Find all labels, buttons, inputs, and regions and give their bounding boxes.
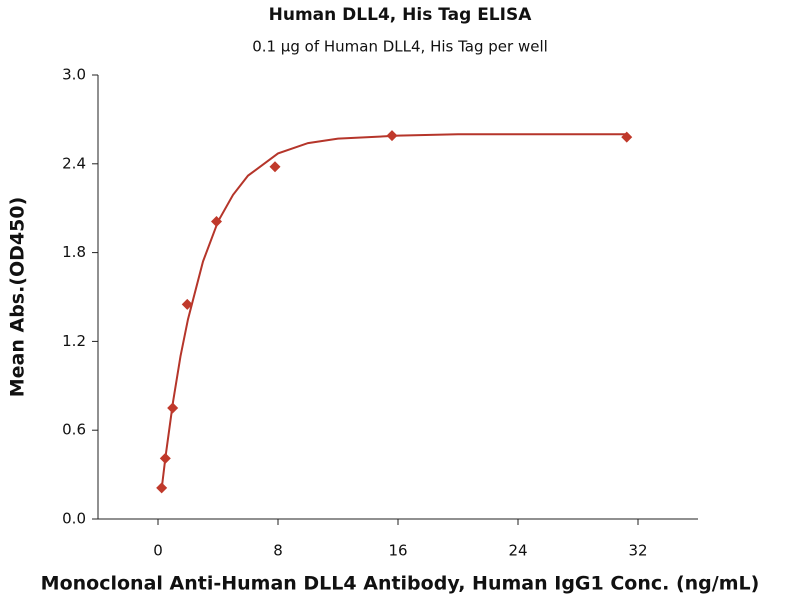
y-axis-label: Mean Abs.(OD450) [7, 197, 29, 398]
y-tick-label: 2.4 [62, 154, 86, 172]
x-tick-label: 32 [628, 542, 647, 560]
y-tick-label: 1.2 [62, 332, 86, 350]
x-tick-label: 8 [273, 542, 283, 560]
y-tick-label: 3.0 [62, 66, 86, 84]
y-tick-label: 0.6 [62, 421, 86, 439]
x-tick-label: 24 [508, 542, 527, 560]
data-point [211, 216, 222, 228]
y-tick-label: 0.0 [62, 510, 86, 528]
data-point [386, 130, 398, 142]
chart-subtitle: 0.1 μg of Human DLL4, His Tag per well [252, 38, 548, 56]
x-axis-label: Monoclonal Anti-Human DLL4 Antibody, Hum… [41, 573, 760, 595]
x-tick-label: 16 [388, 542, 407, 560]
data-point [159, 452, 171, 464]
x-tick-label: 0 [153, 542, 163, 560]
data-point [181, 298, 193, 310]
fit-curve [160, 133, 627, 490]
data-point [156, 482, 168, 494]
y-tick-label: 1.8 [62, 243, 86, 261]
data-point [621, 131, 633, 143]
data-point [167, 402, 179, 414]
data-point [269, 161, 281, 173]
chart-title: Human DLL4, His Tag ELISA [269, 5, 533, 25]
